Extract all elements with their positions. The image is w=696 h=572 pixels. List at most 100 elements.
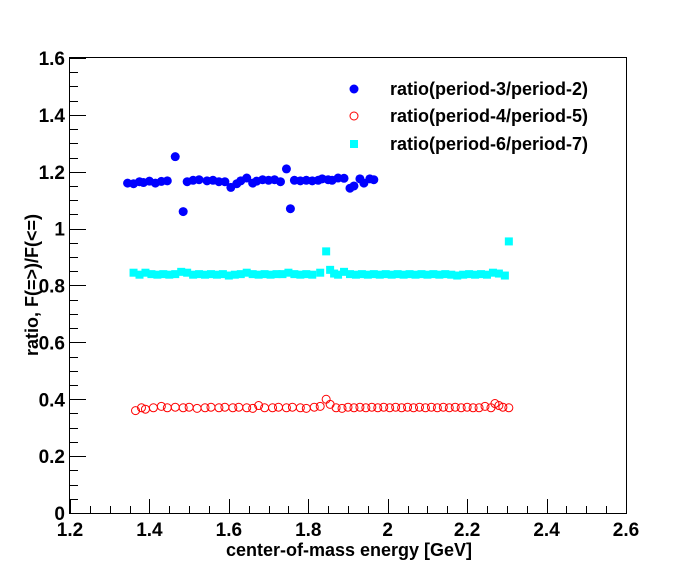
data-point	[242, 268, 251, 277]
data-point	[170, 152, 180, 162]
y-tick-label: 0.8	[39, 277, 65, 298]
data-point	[331, 403, 341, 413]
data-point	[355, 402, 365, 412]
data-point	[399, 270, 408, 279]
y-tick-label: 0.6	[39, 333, 65, 354]
data-point	[357, 270, 366, 279]
data-point	[387, 270, 396, 279]
data-markers	[123, 152, 514, 416]
y-tick-label: 0.2	[39, 447, 65, 468]
data-point	[153, 270, 162, 279]
x-tick-label: 1.4	[136, 520, 163, 541]
y-axis: 0 0.2 0.4 0.6 0.8 1 1.2 1.4 1.6	[39, 49, 86, 525]
data-point	[254, 401, 264, 411]
data-point	[228, 403, 238, 413]
legend-label: ratio(period-4/period-5)	[390, 106, 588, 126]
data-point	[308, 270, 317, 279]
data-point	[405, 270, 414, 279]
data-point	[266, 270, 275, 279]
data-point	[488, 268, 497, 277]
x-axis: 1.2 1.4 1.6 1.8 2 2.2 2.4 2.6	[57, 499, 639, 541]
x-tick-label: 2	[382, 520, 393, 541]
data-point	[494, 269, 503, 278]
data-point	[456, 403, 466, 413]
data-point	[391, 402, 401, 412]
data-point	[494, 401, 504, 411]
data-point	[275, 177, 285, 187]
data-point	[248, 270, 257, 279]
data-point	[447, 270, 456, 279]
data-point	[129, 268, 138, 277]
data-point	[403, 402, 413, 412]
data-point	[254, 270, 263, 279]
data-point	[278, 270, 287, 279]
data-point	[295, 403, 305, 413]
legend-marker	[350, 140, 358, 148]
x-tick-label: 1.8	[295, 520, 321, 541]
data-point	[242, 403, 252, 413]
data-point	[178, 207, 188, 217]
data-point	[351, 270, 360, 279]
data-point	[444, 403, 454, 413]
data-point	[178, 403, 188, 413]
x-tick-label: 1.2	[57, 520, 83, 541]
data-point	[302, 270, 311, 279]
data-point	[296, 270, 305, 279]
data-point	[343, 402, 353, 412]
data-point	[432, 403, 442, 413]
data-point	[171, 270, 180, 279]
data-point	[165, 270, 174, 279]
legend-marker	[349, 84, 359, 94]
data-point	[339, 173, 349, 183]
data-point	[242, 173, 252, 183]
data-point	[480, 401, 490, 411]
data-point	[477, 270, 486, 279]
plot-frame	[69, 57, 627, 514]
data-point	[379, 402, 389, 412]
legend-marker	[349, 111, 359, 121]
data-point	[214, 403, 224, 413]
data-point	[450, 402, 460, 412]
x-tick-label: 2.4	[533, 520, 560, 541]
data-point	[284, 268, 293, 277]
data-point	[462, 402, 472, 412]
data-point	[420, 403, 430, 413]
data-point	[220, 177, 230, 187]
x-axis-title: center-of-mass energy [GeV]	[226, 540, 472, 560]
data-point	[417, 270, 426, 279]
data-point	[268, 403, 278, 413]
data-point	[206, 270, 215, 279]
y-tick-label: 1	[54, 220, 65, 241]
data-point	[194, 175, 204, 185]
data-point	[483, 270, 491, 279]
data-point	[141, 268, 150, 277]
x-tick-label: 1.6	[216, 520, 242, 541]
data-point	[136, 403, 146, 413]
data-point	[498, 402, 508, 412]
data-point	[200, 403, 210, 413]
data-point	[334, 270, 343, 279]
data-point	[411, 270, 420, 279]
y-tick-label: 1.6	[39, 49, 65, 70]
data-point	[414, 402, 424, 412]
data-point	[504, 403, 514, 413]
data-point	[285, 204, 295, 214]
data-point	[385, 403, 395, 413]
data-point	[361, 403, 371, 413]
data-point	[373, 403, 383, 413]
y-tick-label: 1.4	[39, 106, 66, 127]
data-point	[393, 270, 402, 279]
data-point	[189, 270, 198, 279]
data-point	[159, 270, 168, 279]
data-point	[349, 403, 359, 413]
data-point	[156, 401, 166, 411]
data-point	[363, 270, 372, 279]
data-point	[290, 270, 299, 279]
data-point	[340, 267, 349, 276]
data-point	[468, 403, 478, 413]
series-2	[131, 394, 514, 416]
data-point	[471, 270, 480, 279]
data-point	[281, 164, 291, 174]
data-point	[349, 181, 359, 191]
